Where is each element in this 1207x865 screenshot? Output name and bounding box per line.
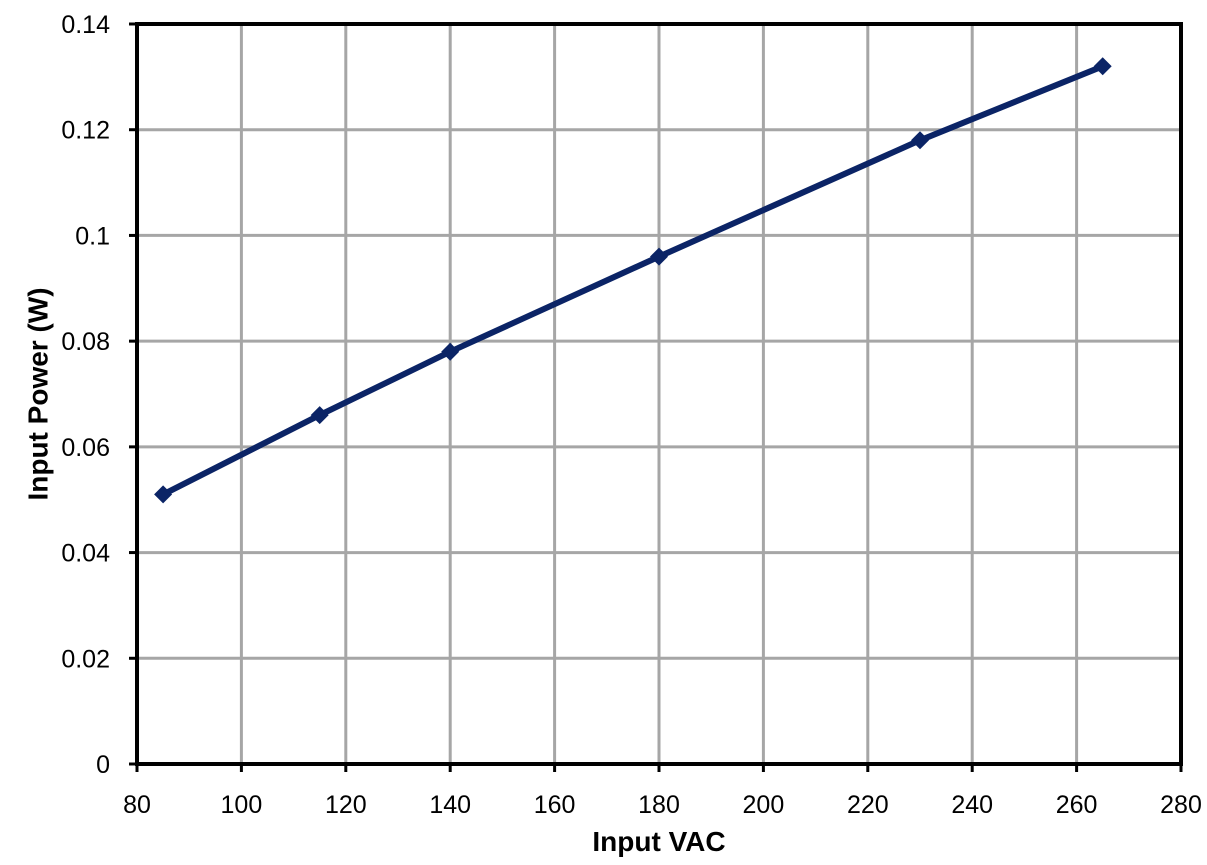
series-line xyxy=(160,63,1106,498)
axis-ticks xyxy=(129,22,1183,772)
x-tick-label: 280 xyxy=(1160,791,1202,819)
grid xyxy=(137,24,1181,764)
y-tick-label: 0.1 xyxy=(75,222,110,250)
y-tick-label: 0.02 xyxy=(61,645,110,673)
x-tick-label: 100 xyxy=(221,791,263,819)
x-tick-label: 220 xyxy=(847,791,889,819)
data-point-marker xyxy=(1093,57,1112,76)
x-tick-label: 200 xyxy=(743,791,785,819)
data-point-marker xyxy=(441,342,460,361)
data-point-marker xyxy=(650,247,668,266)
y-tick-label: 0.14 xyxy=(61,11,110,39)
data-point-marker xyxy=(911,131,929,150)
data-point-marker xyxy=(154,485,173,504)
y-tick-label: 0 xyxy=(96,751,110,779)
x-tick-label: 180 xyxy=(638,791,680,819)
data-point-marker xyxy=(310,406,329,425)
x-tick-label: 260 xyxy=(1056,791,1098,819)
x-tick-label: 80 xyxy=(123,791,151,819)
y-tick-label: 0.08 xyxy=(61,328,110,356)
y-tick-label: 0.04 xyxy=(61,540,110,568)
y-tick-label: 0.06 xyxy=(61,434,110,462)
series-layer xyxy=(154,57,1112,504)
x-tick-label: 240 xyxy=(951,791,993,819)
x-tick-label: 140 xyxy=(429,791,471,819)
x-tick-labels: 80 100 120 140 160 180 200 220 240 260 280 xyxy=(123,791,1202,819)
y-tick-label: 0.12 xyxy=(61,117,110,145)
x-tick-label: 120 xyxy=(325,791,367,819)
y-axis-title: Input Power (W) xyxy=(22,287,53,500)
x-tick-label: 160 xyxy=(534,791,576,819)
y-tick-labels: 0 0.02 0.04 0.06 0.08 0.1 0.12 0.14 xyxy=(61,11,110,779)
x-axis-title: Input VAC xyxy=(592,826,725,857)
